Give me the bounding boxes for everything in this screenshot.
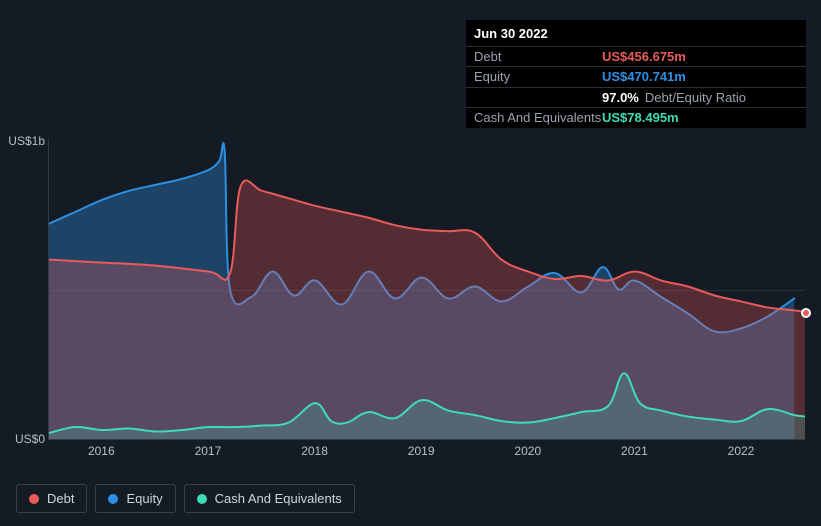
- legend-item-cash[interactable]: Cash And Equivalents: [184, 484, 355, 513]
- x-tick-label: 2020: [514, 444, 541, 458]
- plot-svg: [49, 140, 805, 439]
- x-tick-label: 2016: [88, 444, 115, 458]
- tooltip-value: US$470.741m: [602, 69, 686, 85]
- legend-item-equity[interactable]: Equity: [95, 484, 175, 513]
- chart-tooltip: Jun 30 2022 Debt US$456.675m Equity US$4…: [466, 20, 806, 128]
- tooltip-extra: Debt/Equity Ratio: [645, 90, 746, 106]
- legend-label: Debt: [47, 491, 74, 506]
- swatch-icon: [197, 494, 207, 504]
- legend-label: Equity: [126, 491, 162, 506]
- x-tick-label: 2021: [621, 444, 648, 458]
- y-axis-label-bottom: US$0: [15, 432, 45, 446]
- tooltip-row-cash: Cash And Equivalents US$78.495m: [466, 107, 806, 128]
- plot-area[interactable]: [48, 140, 805, 440]
- swatch-icon: [108, 494, 118, 504]
- x-axis-ticks: 2016 2017 2018 2019 2020 2021 2022: [48, 444, 805, 464]
- tooltip-row-debt: Debt US$456.675m: [466, 46, 806, 67]
- y-axis-label-top: US$1b: [8, 134, 45, 148]
- x-tick-label: 2019: [408, 444, 435, 458]
- x-tick-label: 2022: [728, 444, 755, 458]
- tooltip-label: Debt: [474, 49, 602, 65]
- tooltip-row-equity: Equity US$470.741m: [466, 66, 806, 87]
- tooltip-label: Cash And Equivalents: [474, 110, 602, 126]
- end-marker-icon: [801, 308, 811, 318]
- debt-equity-chart: US$1b US$0 2016201720182019202020212022: [16, 120, 805, 440]
- swatch-icon: [29, 494, 39, 504]
- tooltip-date: Jun 30 2022: [466, 20, 806, 46]
- legend: Debt Equity Cash And Equivalents: [16, 484, 355, 513]
- tooltip-value: US$78.495m: [602, 110, 679, 126]
- x-tick-label: 2018: [301, 444, 328, 458]
- tooltip-value: 97.0%: [602, 90, 639, 106]
- tooltip-value: US$456.675m: [602, 49, 686, 65]
- legend-item-debt[interactable]: Debt: [16, 484, 87, 513]
- legend-label: Cash And Equivalents: [215, 491, 342, 506]
- x-tick-label: 2017: [195, 444, 222, 458]
- tooltip-row-ratio: 97.0% Debt/Equity Ratio: [466, 87, 806, 108]
- tooltip-label: Equity: [474, 69, 602, 85]
